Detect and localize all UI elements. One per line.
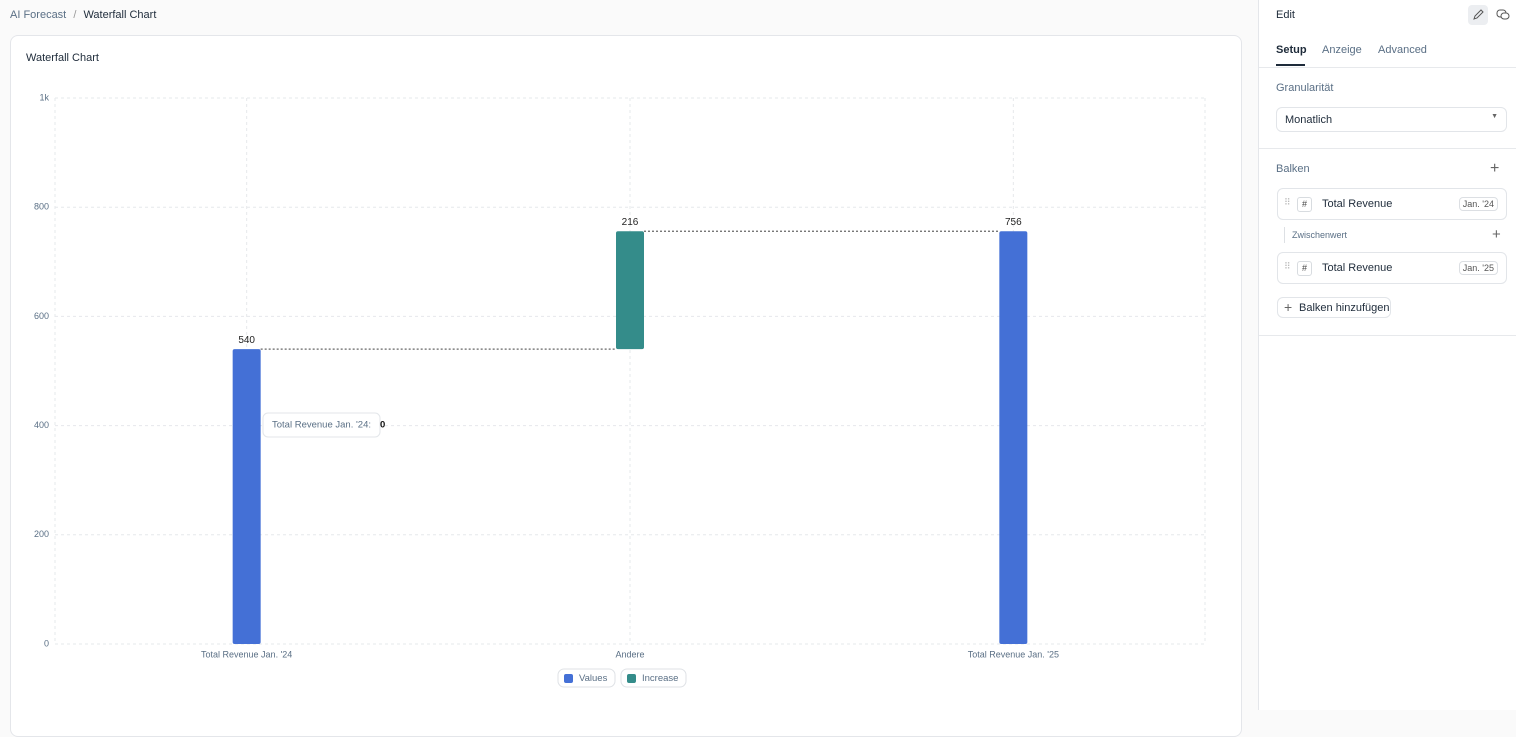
bar-item[interactable]: ⠿ # Total Revenue Jan. '25: [1277, 252, 1507, 284]
chart-title: Waterfall Chart: [26, 52, 99, 64]
hash-icon: #: [1297, 197, 1312, 212]
y-tick-label: 200: [34, 529, 49, 539]
select-value: Monatlich: [1285, 114, 1333, 126]
value-label: 216: [622, 217, 639, 228]
y-tick-label: 1k: [39, 92, 49, 102]
value-label: 756: [1005, 217, 1022, 228]
tab-indicator: [1276, 64, 1305, 66]
chart-card: [10, 35, 1242, 737]
breadcrumb: AI Forecast / Waterfall Chart: [10, 9, 156, 21]
select[interactable]: Monatlich ▼: [1276, 107, 1507, 132]
divider: [1259, 335, 1516, 336]
hash-icon: #: [1297, 261, 1312, 276]
tooltip: Total Revenue Jan. '24: 0: [262, 412, 385, 438]
x-tick-label: Andere: [615, 649, 644, 659]
drag-handle: ⠿: [1284, 261, 1291, 271]
x-tick-label: Total Revenue Jan. '24: [201, 649, 292, 659]
bar: [999, 231, 1028, 644]
pencil-icon: [1473, 9, 1484, 20]
sidebar: Edit Setup Anzeige Advanced Granularität…: [1258, 0, 1516, 710]
legend-label: Values: [579, 673, 608, 684]
plus-icon: +: [1284, 299, 1293, 315]
page: AI Forecast / Waterfall Chart Waterfall …: [10, 0, 1516, 737]
y-tick-label: 0: [44, 638, 49, 648]
tooltip-label: Total Revenue Jan. '24:: [272, 420, 371, 431]
subtotal-label: Zwischenwert: [1292, 230, 1348, 240]
bar-item[interactable]: ⠿ # Total Revenue Jan. '24: [1277, 188, 1507, 220]
tab[interactable]: Setup: [1276, 44, 1307, 56]
divider: [1259, 148, 1516, 149]
bar: [616, 231, 644, 350]
add-icon[interactable]: +: [1492, 226, 1501, 243]
x-tick-label: Total Revenue Jan. '25: [968, 649, 1059, 659]
y-tick-label: 600: [34, 311, 49, 321]
legend-swatch: [627, 674, 636, 683]
bar: [232, 349, 261, 644]
y-tick-label: 400: [34, 420, 49, 430]
comment-button[interactable]: [1495, 7, 1511, 23]
chart: Waterfall Chart 0 200 400 600 800 1k Total Rev…: [26, 52, 1206, 688]
add-icon[interactable]: +: [1490, 160, 1500, 177]
legend-swatch: [564, 674, 573, 683]
legend-item[interactable]: Increase: [620, 668, 687, 688]
value-label: 540: [238, 335, 255, 346]
breadcrumb-link[interactable]: AI Forecast: [10, 9, 67, 21]
item-name: Total Revenue: [1322, 198, 1393, 210]
add-bar-button[interactable]: + Balken hinzufügen: [1277, 297, 1391, 318]
button-label: Balken hinzufügen: [1299, 302, 1390, 314]
sidebar-header: Edit: [1276, 9, 1295, 21]
tooltip-box: [262, 412, 381, 438]
y-tick-label: 800: [34, 202, 49, 212]
tab[interactable]: Anzeige: [1322, 44, 1362, 56]
field-label: Granularität: [1276, 82, 1334, 94]
divider: [1259, 67, 1516, 68]
item-badge: Jan. '25: [1458, 261, 1498, 275]
edit-button[interactable]: [1468, 5, 1488, 25]
chevron: ▼: [1491, 113, 1498, 120]
legend-pill: [620, 668, 687, 688]
legend-label: Increase: [642, 673, 678, 684]
item-badge: Jan. '24: [1458, 197, 1498, 211]
separator: /: [73, 9, 77, 21]
connector: [1284, 227, 1285, 243]
drag-handle: ⠿: [1284, 197, 1291, 207]
breadcrumb-current: Waterfall Chart: [83, 9, 157, 21]
tab[interactable]: Advanced: [1378, 44, 1427, 56]
item-name: Total Revenue: [1322, 262, 1393, 274]
section-label: Balken: [1276, 163, 1310, 175]
tooltip-value: 0: [380, 420, 385, 431]
legend-item[interactable]: Values: [557, 668, 616, 688]
